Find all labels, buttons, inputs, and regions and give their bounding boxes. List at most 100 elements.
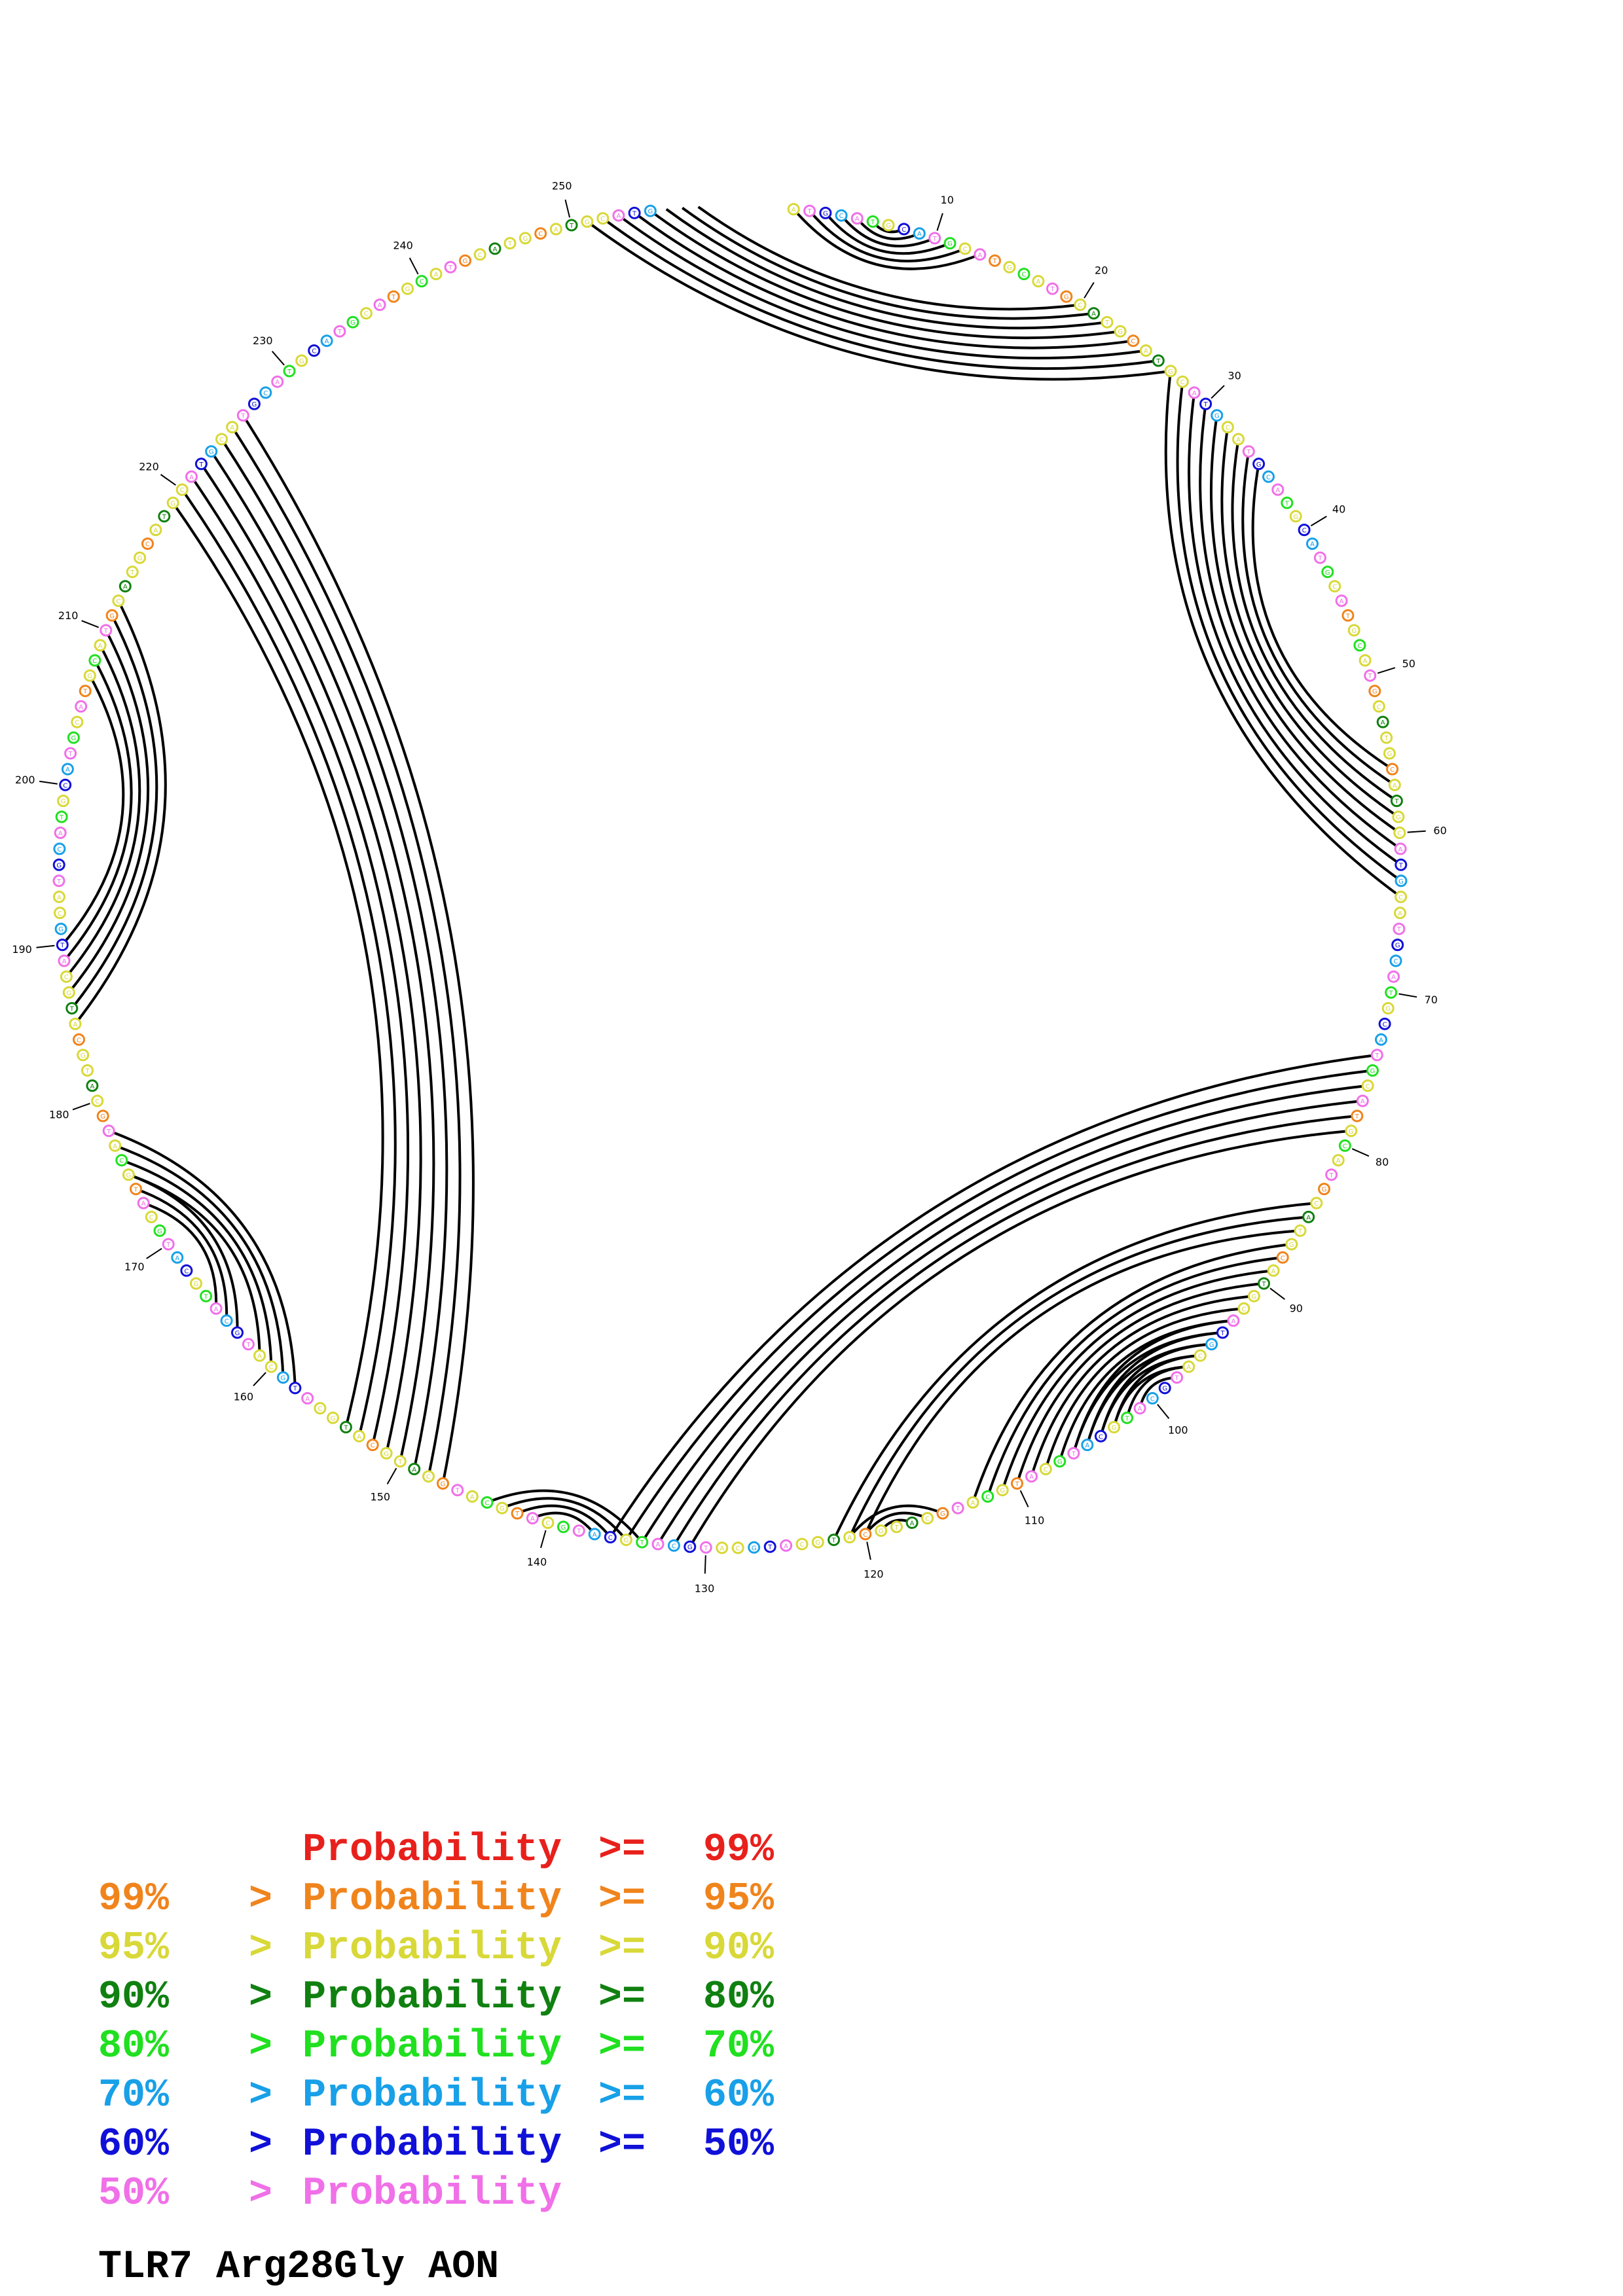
base-node: A: [913, 227, 926, 240]
base-letter: A: [971, 1500, 976, 1507]
base-node: C: [604, 1531, 617, 1544]
base-node: T: [451, 1484, 464, 1497]
base-circle: [112, 594, 125, 607]
base-node: T: [1281, 496, 1294, 509]
base-letter: A: [493, 246, 498, 253]
base-node: A: [86, 1079, 99, 1092]
base-circle: [1281, 496, 1294, 509]
base-node: A: [651, 1537, 665, 1551]
base-node: C: [180, 1264, 193, 1277]
base-node: G: [1392, 810, 1405, 823]
base-node: G: [557, 1520, 570, 1534]
base-circle: [1003, 260, 1016, 274]
base-node: C: [1094, 1429, 1107, 1443]
base-circle: [73, 1033, 85, 1046]
base-node: T: [1390, 795, 1403, 808]
base-node: G: [644, 204, 657, 217]
base-node: T: [236, 409, 249, 422]
base-pair-arc: [1085, 1331, 1223, 1446]
base-node: T: [126, 565, 139, 579]
base-letter: G: [170, 500, 175, 507]
base-node: T: [79, 685, 92, 698]
base-circle: [1053, 1455, 1067, 1468]
base-letter: A: [357, 1433, 361, 1441]
position-label: 140: [527, 1556, 547, 1568]
base-node: C: [981, 1490, 994, 1503]
base-node: C: [141, 537, 154, 550]
base-node: G: [437, 1477, 449, 1490]
base-letter: T: [69, 1006, 75, 1013]
base-node: C: [1328, 580, 1341, 593]
base-letter: T: [955, 1505, 960, 1513]
base-letter: G: [56, 862, 62, 869]
base-letter: C: [1180, 379, 1185, 386]
base-circle: [875, 1524, 888, 1537]
base-circle: [1039, 1463, 1052, 1475]
base-letter: G: [66, 990, 71, 997]
base-circle: [1152, 354, 1165, 367]
base-circle: [86, 1079, 99, 1092]
base-circle: [320, 334, 333, 348]
base-pair-arc: [586, 220, 1171, 381]
base-circle: [619, 1534, 632, 1547]
position-label: 200: [15, 774, 35, 786]
base-circle: [644, 204, 657, 217]
base-circle: [1247, 1289, 1260, 1302]
base-letter: G: [235, 1330, 240, 1337]
base-letter: G: [331, 1415, 336, 1422]
position-label: 20: [1095, 264, 1108, 277]
position-label: 250: [552, 180, 572, 192]
base-letter: C: [116, 598, 120, 605]
base-circle: [1285, 1238, 1298, 1251]
base-pair-arc: [1188, 392, 1402, 866]
base-pair-arc: [1176, 381, 1402, 882]
base-node: C: [1221, 421, 1234, 434]
base-node: T: [1393, 922, 1406, 935]
base-circle: [200, 1289, 213, 1302]
base-letter: T: [455, 1488, 460, 1495]
base-circle: [1139, 344, 1152, 357]
base-letter: T: [1394, 798, 1399, 806]
base-circle: [1393, 922, 1406, 935]
base-circle: [1258, 1277, 1270, 1290]
base-circle: [1094, 1429, 1107, 1443]
base-node: T: [339, 1421, 352, 1433]
base-node: T: [1351, 1109, 1364, 1122]
base-letter: T: [767, 1544, 773, 1551]
base-node: T: [1121, 1411, 1133, 1424]
base-node: A: [1232, 433, 1245, 446]
base-pair-arc: [633, 211, 1134, 350]
base-letter: G: [947, 241, 953, 248]
base-node: A: [1227, 1314, 1240, 1327]
base-circle: [716, 1541, 729, 1554]
base-letter: T: [198, 461, 204, 469]
base-node: G: [77, 1049, 90, 1062]
base-circle: [126, 565, 139, 579]
base-circle: [387, 290, 400, 303]
base-node: G: [1114, 325, 1127, 338]
base-node: T: [289, 1382, 302, 1395]
base-circle: [1289, 510, 1302, 523]
base-node: A: [850, 212, 864, 225]
base-letter: T: [56, 878, 62, 886]
base-node: T: [1011, 1477, 1023, 1490]
base-circle: [115, 1154, 128, 1167]
base-node: C: [59, 778, 72, 791]
base-circle: [1388, 778, 1401, 791]
base-node: T: [803, 204, 816, 217]
base-circle: [1302, 1210, 1315, 1223]
base-circle: [974, 248, 987, 261]
base-node: C: [1127, 334, 1140, 348]
base-pair-arc: [689, 1129, 1351, 1548]
base-circle: [465, 1490, 479, 1503]
base-node: C: [1017, 268, 1030, 281]
base-pair-arc: [972, 1243, 1292, 1503]
label-tick: [704, 1555, 706, 1574]
base-node: A: [1376, 715, 1389, 728]
base-letter: C: [925, 1516, 930, 1523]
base-node: A: [271, 375, 284, 388]
base-letter: G: [1214, 413, 1220, 420]
base-letter: A: [593, 1532, 597, 1539]
base-letter: G: [879, 1528, 884, 1535]
base-pair-arc: [1125, 1365, 1189, 1418]
